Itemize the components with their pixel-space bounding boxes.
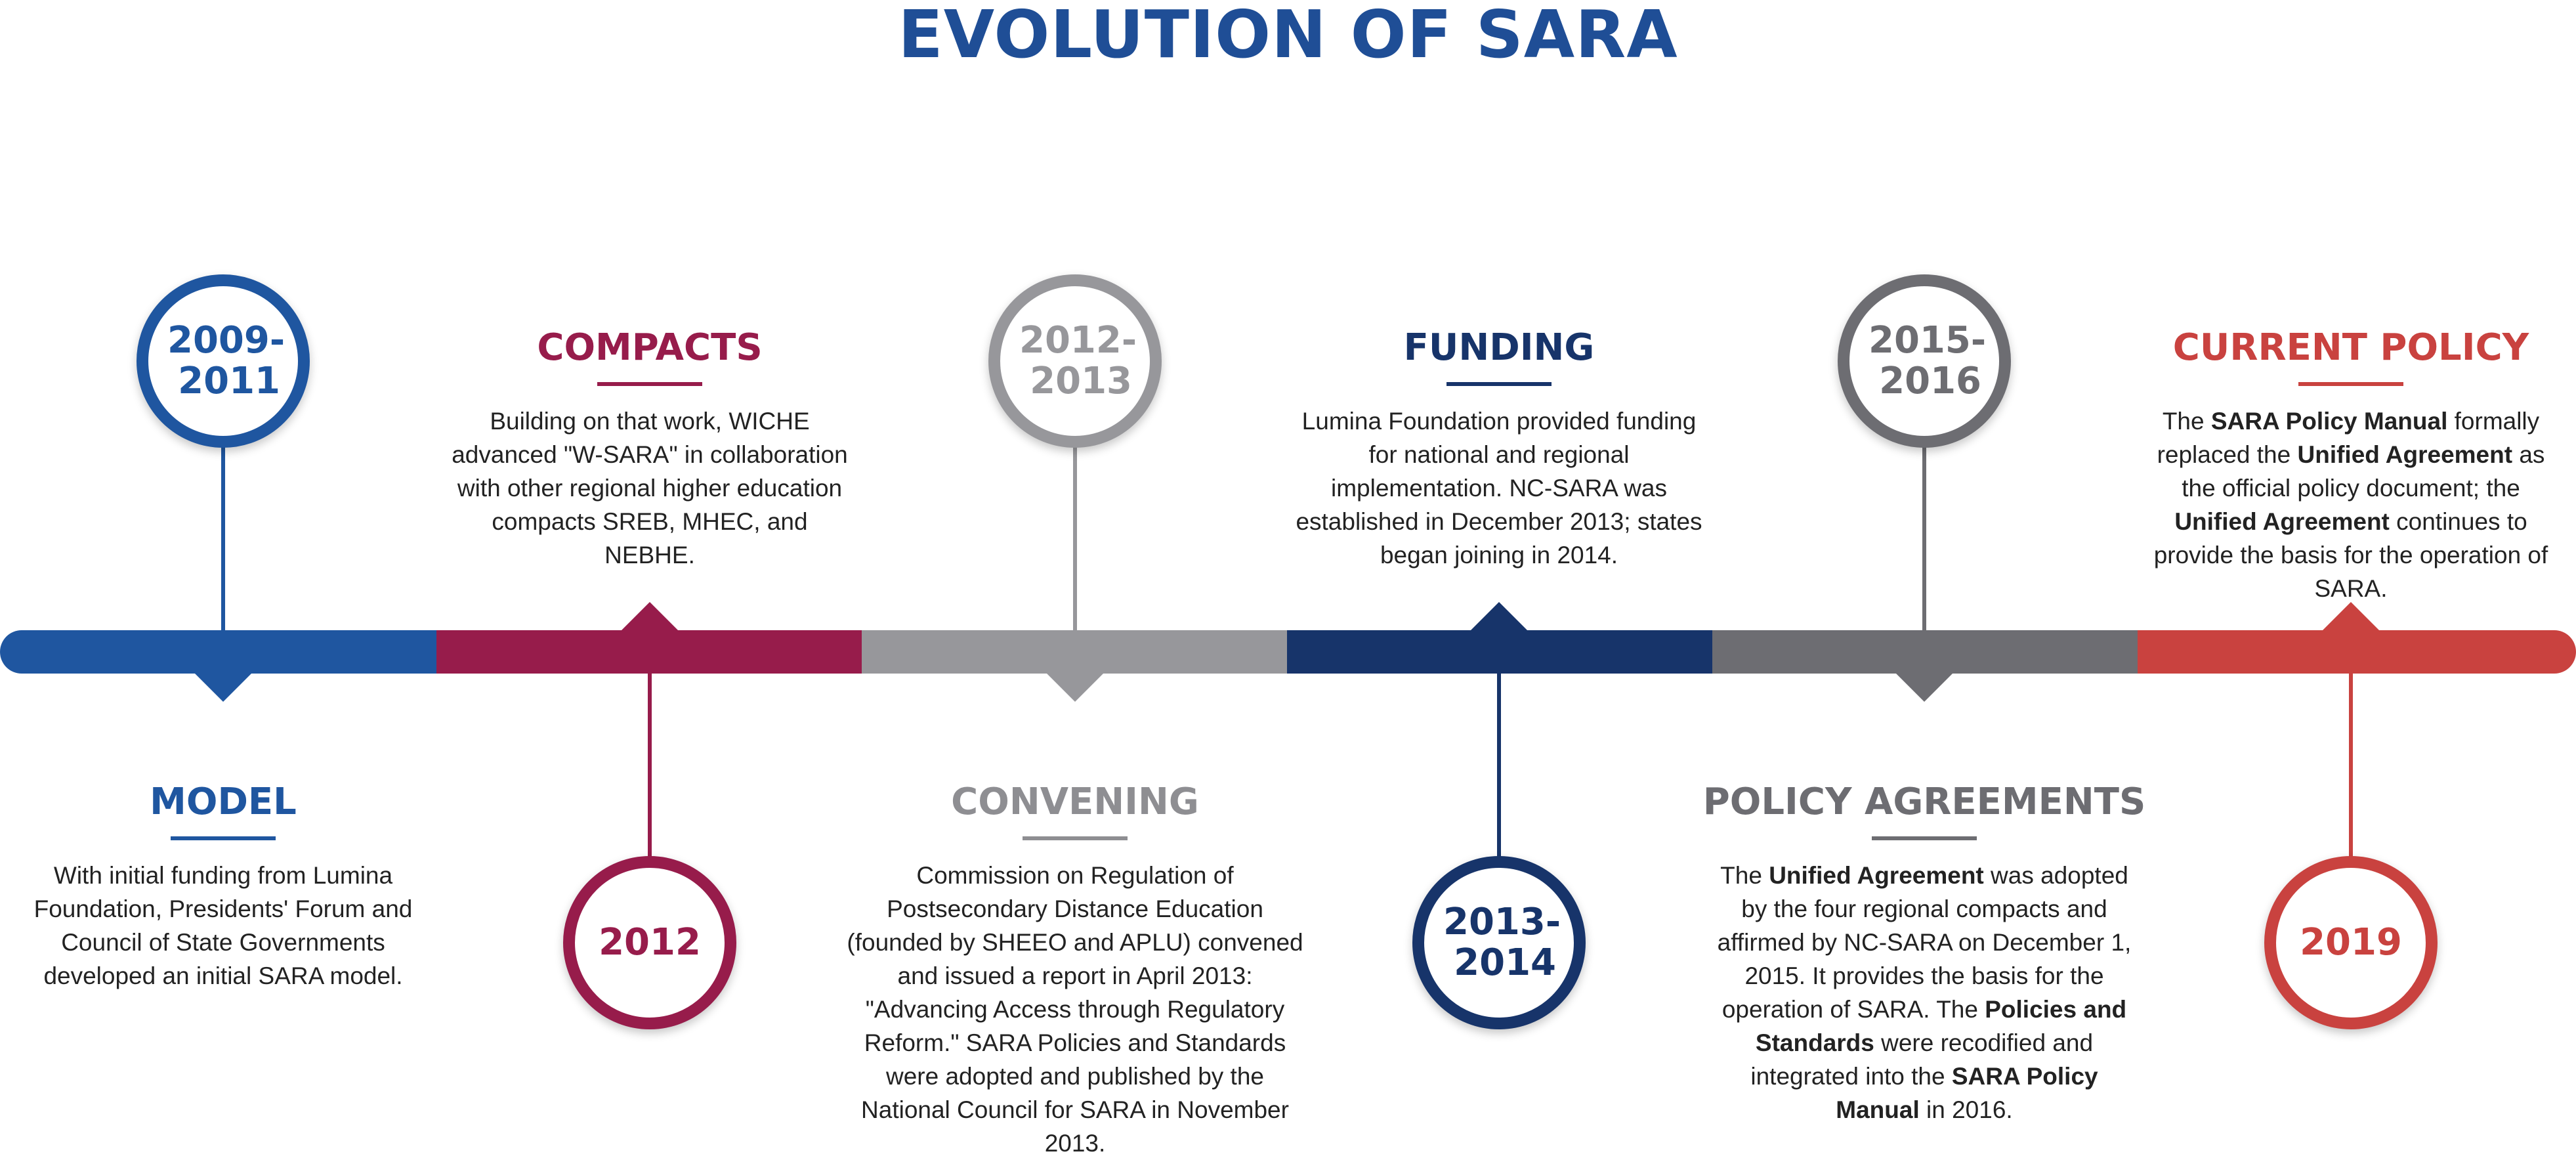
year-label: 2015- 2016 [1862, 320, 1987, 402]
stage-heading: COMPACTS [537, 326, 763, 369]
year-label: 2012- 2013 [1013, 320, 1137, 402]
timeline-pointer [194, 673, 252, 702]
year-text: 2016 [1879, 360, 1981, 402]
description-emphasis: Unified Agreement [2174, 508, 2390, 535]
stage-heading: CONVENING [951, 781, 1199, 823]
year-circle: 2009- 2011 [137, 274, 310, 448]
description-text: continues to provide the basis for the o… [2153, 508, 2548, 602]
timeline-connector-line [221, 441, 225, 630]
year-circle: 2019 [2264, 856, 2438, 1029]
timeline-connector-line [1922, 441, 1926, 630]
heading-underline [171, 836, 276, 840]
description-text: in 2016. [1919, 1096, 2013, 1123]
year-label: 2009- 2011 [161, 320, 285, 402]
year-text: 2012- [1019, 319, 1137, 362]
timeline-bar-segment [862, 630, 1287, 674]
year-circle: 2012- 2013 [988, 274, 1162, 448]
timeline-bar-segment [2138, 630, 2554, 674]
timeline-bar-segment [1287, 630, 1712, 674]
stage-heading: MODEL [150, 781, 297, 823]
timeline-pointer [1895, 673, 1953, 702]
year-text: 2014 [1454, 941, 1556, 984]
stage-description: The SARA Policy Manual formally replaced… [2141, 404, 2561, 605]
timeline-connector-line [1073, 441, 1077, 630]
timeline-bar-segment [22, 630, 436, 674]
description-text: The [1720, 862, 1769, 889]
year-text: 2019 [2300, 921, 2402, 964]
year-text: 2012 [599, 921, 701, 964]
description-text: The [2162, 408, 2211, 435]
year-circle: 2013- 2014 [1412, 856, 1586, 1029]
year-label: 2012 [599, 922, 701, 963]
timeline-bar-segment [436, 630, 862, 674]
stage-description: The Unified Agreement was adopted by the… [1714, 859, 2134, 1127]
stage-heading: POLICY AGREEMENTS [1702, 781, 2146, 823]
heading-underline [597, 382, 702, 386]
description-text: was adopted by the four regional compact… [1717, 862, 2132, 1023]
year-text: 2009- [167, 319, 285, 362]
heading-underline [1872, 836, 1977, 840]
timeline-pointer [1046, 673, 1104, 702]
timeline-pointer [2322, 602, 2380, 631]
description-text: With initial funding from Lumina Foundat… [33, 862, 413, 989]
description-emphasis: Unified Agreement [1769, 862, 1984, 889]
year-circle: 2012 [563, 856, 736, 1029]
description-text: Lumina Foundation provided funding for n… [1296, 408, 1702, 569]
description-text: Building on that work, WICHE advanced "W… [452, 408, 848, 569]
description-emphasis: Unified Agreement [2297, 441, 2513, 468]
timeline-connector-line [1497, 674, 1501, 863]
description-text: Commission on Regulation of Postsecondar… [847, 862, 1303, 1157]
year-text: 2013 [1030, 360, 1132, 402]
page-title: EVOLUTION OF SARA [898, 0, 1678, 73]
year-label: 2019 [2300, 922, 2402, 963]
year-label: 2013- 2014 [1437, 902, 1561, 983]
stage-heading: CURRENT POLICY [2172, 326, 2529, 369]
heading-underline [2298, 382, 2403, 386]
description-emphasis: Policies and Standards [1755, 996, 2127, 1056]
year-circle: 2015- 2016 [1838, 274, 2011, 448]
year-text: 2011 [178, 360, 280, 402]
timeline-pointer [1470, 602, 1528, 631]
stage-description: With initial funding from Lumina Foundat… [13, 859, 433, 993]
stage-description: Commission on Regulation of Postsecondar… [839, 859, 1311, 1160]
year-text: 2015- [1869, 319, 1987, 362]
heading-underline [1446, 382, 1552, 386]
timeline-connector-line [648, 674, 652, 863]
description-emphasis: SARA Policy Manual [2210, 408, 2448, 435]
description-text: formally replaced the [2157, 408, 2540, 468]
timeline-connector-line [2349, 674, 2353, 863]
stage-description: Building on that work, WICHE advanced "W… [446, 404, 853, 572]
heading-underline [1023, 836, 1128, 840]
stage-description: Lumina Foundation provided funding for n… [1289, 404, 1709, 572]
stage-heading: FUNDING [1403, 326, 1595, 369]
year-text: 2013- [1443, 901, 1561, 943]
description-text: were recodified and integrated into the [1750, 1029, 2094, 1090]
description-text: as the official policy document; the [2182, 441, 2545, 502]
timeline-bar-segment [1712, 630, 2138, 674]
timeline-pointer [621, 602, 679, 631]
